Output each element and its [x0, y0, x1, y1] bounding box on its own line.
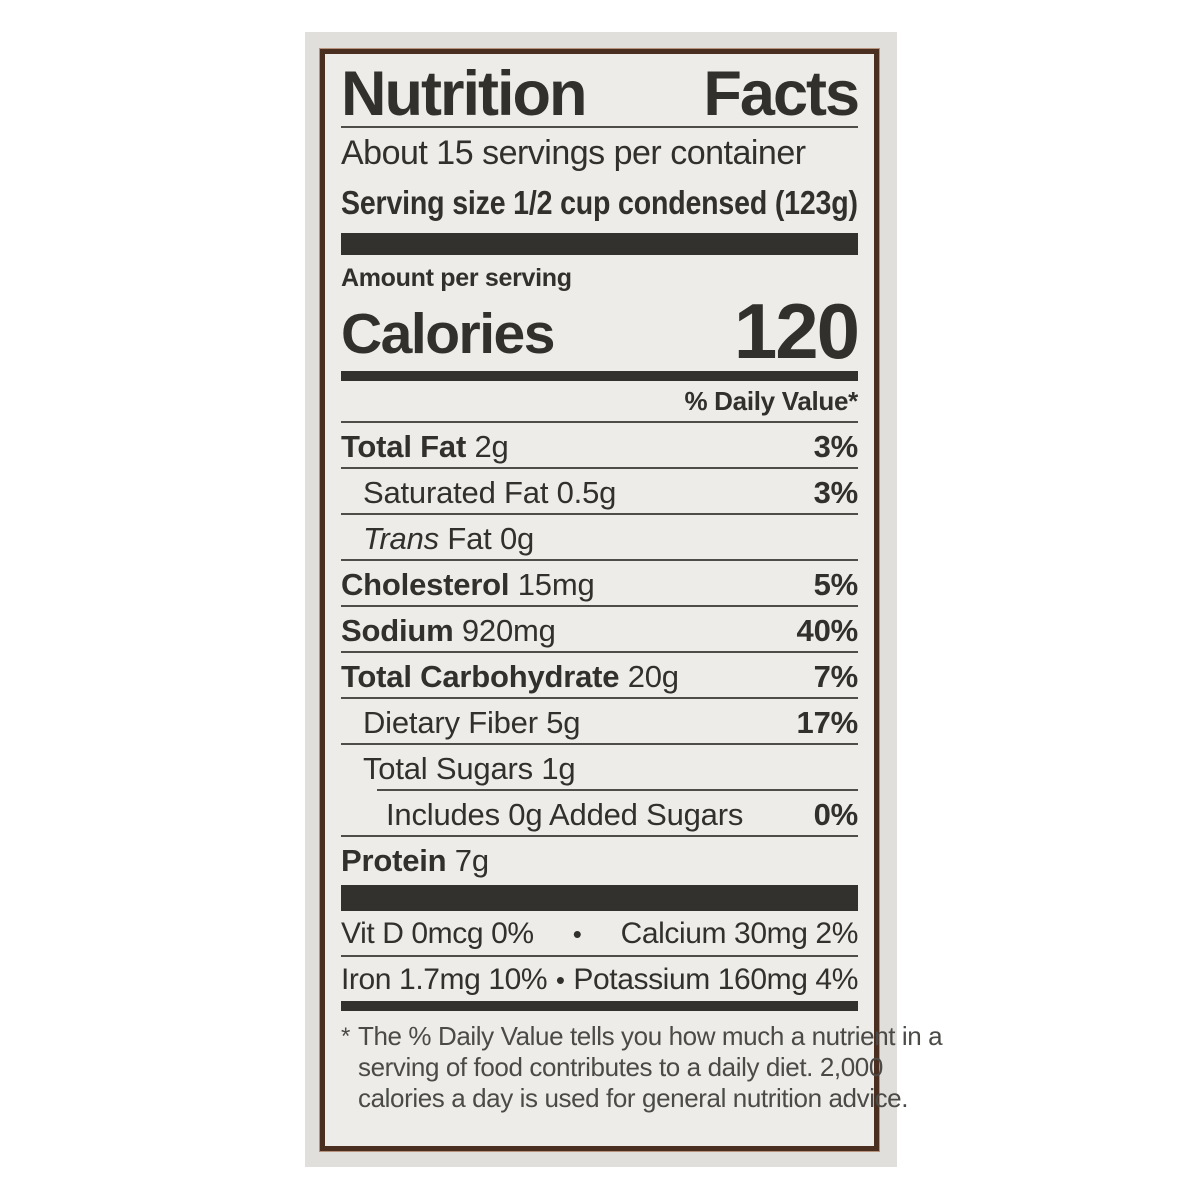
potassium-value: Potassium 160mg 4% — [573, 963, 858, 996]
nutrient-row-dietary-fiber: Dietary Fiber 5g 17% — [363, 705, 859, 740]
nutrient-row-total-sugars: Total Sugars 1g — [363, 751, 576, 786]
thick-separator-bar — [341, 233, 858, 255]
asterisk: * — [341, 1023, 351, 1050]
divider — [341, 651, 858, 653]
divider — [341, 835, 858, 837]
nutrition-facts-label: Nutrition Facts About 15 servings per co… — [320, 49, 943, 1151]
footnote-line: serving of food contributes to a daily d… — [358, 1052, 883, 1082]
nutrient-row-saturated-fat: Saturated Fat 0.5g 3% — [363, 475, 859, 510]
daily-value-footnote: * The % Daily Value tells you how much a… — [341, 1021, 943, 1114]
daily-value-header: % Daily Value* — [684, 386, 858, 416]
nutrient-row-trans-fat: Trans Fat 0g — [363, 521, 535, 556]
package-background: Nutrition Facts About 15 servings per co… — [305, 32, 943, 1167]
divider — [341, 421, 858, 423]
divider — [341, 697, 858, 699]
vitamin-row-2: Iron 1.7mg 10% • Potassium 160mg 4% — [341, 957, 858, 1001]
footnote-line: The % Daily Value tells you how much a n… — [358, 1021, 943, 1051]
amount-per-serving-label: Amount per serving — [341, 264, 572, 292]
daily-value: 5% — [813, 567, 859, 602]
medium-separator-bar — [341, 371, 858, 381]
footnote-line: calories a day is used for general nutri… — [358, 1083, 909, 1113]
divider — [341, 513, 858, 515]
daily-value: 7% — [813, 659, 859, 694]
divider-indented — [377, 789, 858, 791]
calcium-value: Calcium 30mg 2% — [620, 917, 859, 950]
iron-value: Iron 1.7mg 10% — [341, 963, 548, 996]
nutrient-row-protein: Protein 7g — [341, 843, 489, 878]
divider — [341, 559, 858, 561]
bullet-icon: • — [572, 919, 582, 949]
bullet-icon: • — [555, 965, 565, 995]
divider — [341, 605, 858, 607]
nutrient-row-added-sugars: Includes 0g Added Sugars 0% — [386, 797, 859, 832]
title-word-facts: Facts — [703, 59, 860, 129]
daily-value: 0% — [813, 797, 859, 832]
medium-separator-bar — [341, 1001, 858, 1011]
servings-per-container: About 15 servings per container — [341, 134, 806, 172]
divider — [341, 743, 858, 745]
divider — [341, 955, 858, 957]
nutrient-row-sodium: Sodium 920mg 40% — [341, 613, 859, 648]
nutrient-row-total-carbohydrate: Total Carbohydrate 20g 7% — [341, 659, 859, 694]
nutrient-row-cholesterol: Cholesterol 15mg 5% — [341, 567, 859, 602]
vitamin-d-value: Vit D 0mcg 0% — [341, 917, 534, 950]
nutrient-row-total-fat: Total Fat 2g 3% — [341, 429, 859, 464]
daily-value: 3% — [813, 475, 859, 510]
divider — [341, 126, 858, 128]
daily-value: 3% — [813, 429, 859, 464]
title-word-nutrition: Nutrition — [341, 59, 587, 129]
nutrition-facts-title: Nutrition Facts — [341, 59, 860, 129]
calories-label: Calories — [341, 302, 555, 366]
serving-size: Serving size 1/2 cup condensed (123g) — [341, 184, 858, 221]
calories-value: 120 — [733, 287, 860, 375]
thick-separator-bar — [341, 885, 858, 911]
vitamin-row-1: Vit D 0mcg 0% • Calcium 30mg 2% — [341, 911, 858, 955]
divider — [341, 467, 858, 469]
daily-value: 40% — [796, 613, 859, 648]
daily-value: 17% — [796, 705, 859, 740]
calories-row: Calories 120 — [341, 287, 860, 375]
